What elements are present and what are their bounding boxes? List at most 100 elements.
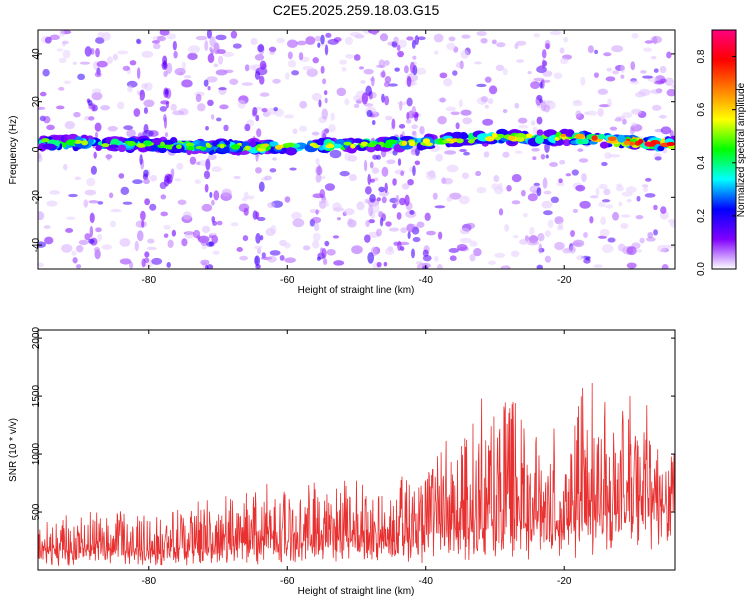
spectrogram-peak-cell <box>507 135 515 141</box>
spectrogram-streak-cell <box>207 86 211 91</box>
spectrogram-ridge-cell <box>536 129 544 136</box>
spectrogram-noise-cell <box>132 179 143 185</box>
spectrogram-noise-cell <box>242 235 249 242</box>
spectrogram-cells <box>38 30 675 269</box>
spectrogram-noise-cell <box>422 249 429 257</box>
spectrogram-streak-cell <box>213 190 220 201</box>
spectrogram-noise-cell <box>556 181 565 187</box>
spectrogram-noise-cell <box>38 262 44 268</box>
colorbar-tick-label: 0.4 <box>696 155 707 169</box>
spectrogram-noise-cell <box>514 150 523 154</box>
spectrogram-noise-cell <box>614 118 623 122</box>
spectrogram-noise-cell <box>218 87 227 91</box>
spectrogram-noise-cell <box>455 61 464 69</box>
spectrogram-noise-cell <box>618 201 623 207</box>
spectrogram-noise-cell <box>635 214 644 220</box>
spectrogram-streak-cell <box>536 264 543 269</box>
spectrogram-streak-cell <box>208 241 214 247</box>
spectrogram-noise-cell <box>432 192 438 200</box>
spectrogram-noise-cell <box>620 214 631 218</box>
spectrogram-streak-cell <box>397 240 402 251</box>
spectrogram-streak-cell <box>94 131 99 139</box>
spectrogram-noise-cell <box>629 80 640 85</box>
spectrogram-noise-cell <box>97 201 104 205</box>
spectrogram-streak-cell <box>535 96 542 106</box>
spectrogram-peak-cell <box>491 132 498 138</box>
spectrogram-noise-cell <box>246 195 255 200</box>
spectrogram-noise-cell <box>460 109 472 116</box>
spectrogram-noise-cell <box>661 264 669 269</box>
spectrogram-noise-cell <box>63 163 68 171</box>
spectrogram-noise-cell <box>612 211 620 221</box>
spectrogram-streak-cell <box>384 75 392 84</box>
spectrogram-noise-cell <box>215 34 227 41</box>
spectrogram-streak-cell <box>361 92 369 105</box>
spectrogram-noise-cell <box>559 159 566 165</box>
spectrogram-ytick-label: 0 <box>31 146 42 152</box>
spectrogram-noise-cell <box>264 175 272 181</box>
spectrogram-noise-cell <box>256 216 266 222</box>
spectrogram-streak-cell <box>391 118 396 130</box>
spectrogram-noise-cell <box>549 162 559 167</box>
spectrogram-noise-cell <box>581 173 587 183</box>
spectrogram-noise-cell <box>577 148 584 152</box>
spectrogram-noise-cell <box>636 249 643 253</box>
spectrogram-noise-cell <box>579 200 591 209</box>
spectrogram-noise-cell <box>195 93 202 103</box>
spectrogram-noise-cell <box>575 184 586 192</box>
spectrogram-noise-cell <box>143 99 155 108</box>
spectrogram-streak-cell <box>256 128 262 138</box>
spectrogram-noise-cell <box>58 86 65 91</box>
spectrogram-noise-cell <box>64 121 76 130</box>
spectrogram-noise-cell <box>384 247 395 256</box>
spectrogram-streak-cell <box>545 43 550 50</box>
spectrogram-noise-cell <box>652 36 658 45</box>
spectrogram-peak-cell <box>425 142 433 147</box>
spectrogram-noise-cell <box>437 231 443 240</box>
spectrogram-noise-cell <box>358 66 365 70</box>
snr-ytick-label: 500 <box>31 503 42 520</box>
spectrogram-ytick-label: 40 <box>31 48 42 60</box>
spectrogram-streak-cell <box>255 233 261 244</box>
spectrogram-noise-cell <box>569 246 576 254</box>
spectrogram-noise-cell <box>371 167 380 174</box>
spectrogram-peak-cell <box>422 138 431 144</box>
spectrogram-noise-cell <box>511 174 522 183</box>
spectrogram-noise-cell <box>211 234 219 244</box>
spectrogram-noise-cell <box>631 33 639 39</box>
spectrogram-streak-cell <box>136 67 141 80</box>
spectrogram-noise-cell <box>580 76 586 86</box>
spectrogram-noise-cell <box>461 34 471 39</box>
spectrogram-noise-cell <box>532 156 537 161</box>
spectrogram-streak-cell <box>540 153 546 160</box>
spectrogram-peak-cell <box>62 142 67 148</box>
spectrogram-noise-cell <box>73 111 81 118</box>
spectrogram-noise-cell <box>292 128 298 135</box>
spectrogram-streak-cell <box>365 85 372 97</box>
spectrogram-ridge-cell <box>249 139 257 148</box>
spectrogram-streak-cell <box>394 67 400 72</box>
spectrogram-streak-cell <box>381 166 389 177</box>
spectrogram-noise-cell <box>341 67 347 72</box>
spectrogram-noise-cell <box>311 92 322 102</box>
spectrogram-noise-cell <box>95 37 105 44</box>
spectrogram-ridge-cell <box>117 144 127 153</box>
spectrogram-noise-cell <box>108 192 114 199</box>
spectrogram-streak-cell <box>544 255 552 263</box>
spectrogram-noise-cell <box>333 260 345 266</box>
spectrogram-noise-cell <box>332 202 342 211</box>
spectrogram-ridge-cell <box>352 138 363 144</box>
spectrogram-ridge-cell <box>657 145 665 152</box>
spectrogram-noise-cell <box>516 59 525 63</box>
spectrogram-noise-cell <box>172 110 185 116</box>
spectrogram-ridge-cell <box>199 140 207 148</box>
spectrogram-noise-cell <box>343 208 355 216</box>
figure-title: C2E5.2025.259.18.03.G15 <box>273 2 440 18</box>
spectrogram-noise-cell <box>549 30 562 36</box>
spectrogram-streak-cell <box>370 178 375 183</box>
spectrogram-noise-cell <box>475 170 482 177</box>
spectrogram-noise-cell <box>46 200 58 207</box>
spectrogram-noise-cell <box>455 122 460 130</box>
spectrogram-streak-cell <box>407 178 414 186</box>
spectrogram-noise-cell <box>459 237 472 244</box>
